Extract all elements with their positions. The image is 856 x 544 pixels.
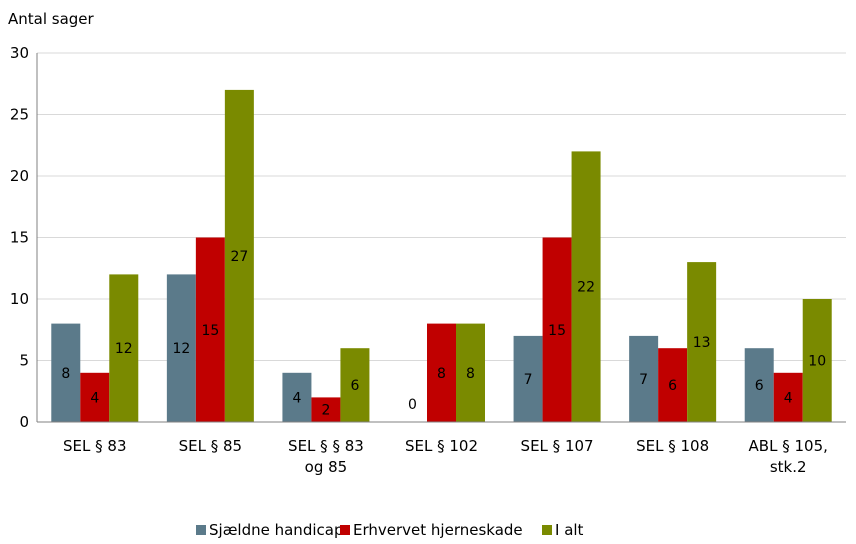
data-label: 4 [784, 390, 793, 406]
x-tick-label: SEL § 83 [63, 437, 126, 455]
y-tick-label: 30 [10, 44, 29, 62]
data-label: 8 [437, 366, 446, 382]
y-tick-label: 10 [10, 290, 29, 308]
data-label: 27 [230, 249, 248, 265]
data-label: 8 [466, 366, 475, 382]
bar [282, 372, 312, 422]
data-label: 6 [755, 378, 764, 394]
bar [802, 299, 832, 422]
y-tick-label: 5 [19, 352, 29, 370]
data-label: 10 [808, 354, 826, 370]
bar [109, 274, 139, 422]
x-tick-label: ABL § 105, [749, 437, 828, 455]
bar [340, 348, 370, 422]
data-label: 15 [548, 323, 566, 339]
data-label: 2 [321, 403, 330, 419]
data-label: 4 [292, 390, 301, 406]
x-tick-label: SEL § § 83 [288, 437, 364, 455]
bar [195, 237, 225, 422]
data-label: 15 [201, 323, 219, 339]
bar [224, 89, 254, 423]
data-label: 7 [639, 372, 648, 388]
bar [658, 348, 688, 422]
bar [311, 397, 341, 422]
legend-swatch [542, 525, 552, 535]
data-label: 12 [172, 341, 190, 357]
data-label: 13 [693, 335, 711, 351]
bar [773, 372, 803, 422]
bar [629, 335, 659, 422]
y-tick-label: 20 [10, 167, 29, 185]
bar-series: 8 4 12 12 15 27 4 2 6 0 8 8 7 15 22 7 6 13 6 4 10 [51, 89, 832, 423]
legend-label: I alt [555, 521, 584, 539]
legend-swatch [340, 525, 350, 535]
legend-swatch [196, 525, 206, 535]
legend-label: Sjældne handicap [209, 521, 343, 539]
y-tick-label: 25 [10, 106, 29, 124]
bar [51, 323, 81, 422]
y-axis-title: Antal sager [8, 10, 95, 28]
x-tick-label: SEL § 107 [521, 437, 594, 455]
y-axis-ticks: 0 5 10 15 20 25 30 [10, 44, 29, 431]
data-label: 7 [524, 372, 533, 388]
bar [513, 335, 543, 422]
bar [80, 372, 110, 422]
x-tick-label: SEL § 85 [179, 437, 242, 455]
legend: Sjældne handicap Erhvervet hjerneskade I a… [196, 521, 584, 539]
y-tick-label: 0 [19, 413, 29, 431]
legend-label: Erhvervet hjerneskade [353, 521, 523, 539]
y-tick-label: 15 [10, 229, 29, 247]
bar [687, 262, 717, 422]
data-label: 8 [61, 366, 70, 382]
bar [456, 323, 485, 422]
data-label: 6 [350, 378, 359, 394]
x-tick-label: SEL § 108 [636, 437, 709, 455]
data-label: 6 [668, 378, 677, 394]
bar [427, 323, 456, 422]
x-axis: SEL § 83 SEL § 85 SEL § § 83 og 85 SEL § 102… [36, 53, 846, 476]
data-label: 0 [408, 397, 417, 413]
data-label: 12 [115, 341, 133, 357]
data-label: 4 [90, 390, 99, 406]
gridlines [37, 52, 846, 361]
bar [542, 237, 572, 422]
x-tick-label: og 85 [305, 458, 348, 476]
x-tick-label: SEL § 102 [405, 437, 478, 455]
x-tick-label: stk.2 [770, 458, 807, 476]
bar [166, 274, 196, 422]
data-label: 22 [577, 280, 595, 296]
bar [571, 151, 601, 422]
bar [744, 348, 774, 422]
